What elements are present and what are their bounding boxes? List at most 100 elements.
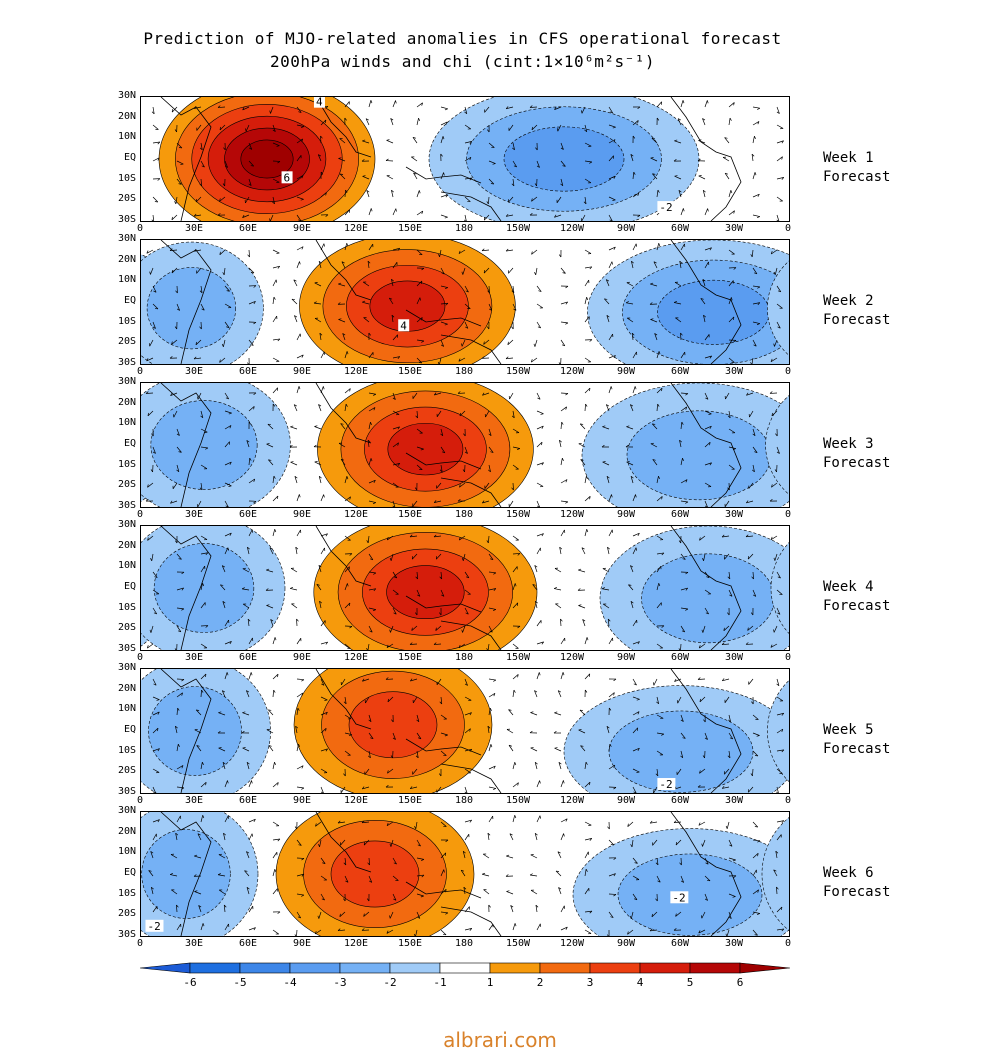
wind-vector [387,140,393,143]
wind-vector [273,762,274,769]
colorbar-label: 4 [625,976,655,989]
longitude-label: 90E [282,509,322,520]
contour-label: 6 [284,171,291,184]
longitude-label: 90E [282,223,322,234]
wind-vector [489,816,493,822]
wind-vector [153,215,154,221]
wind-vector-head [315,282,318,283]
wind-vector [387,176,393,179]
wind-vector-head [275,637,276,640]
wind-vector-head [445,109,448,110]
wind-vector [561,906,564,912]
latitude-label: 30N [102,233,136,244]
latitude-label: 10S [102,316,136,327]
contour-level--2 [148,686,241,775]
colorbar-label: 3 [575,976,605,989]
latitude-label: 30N [102,662,136,673]
wind-vector [777,125,783,128]
week-title: Week 1 [823,149,890,168]
latitude-label: EQ [102,295,136,306]
wind-vector [273,297,274,304]
wind-vector [441,107,448,109]
wind-vector-head [554,587,557,588]
longitude-label: 180 [444,509,484,520]
wind-vector-head [387,140,390,141]
wind-vector [530,713,537,715]
colorbar-label: -6 [175,976,205,989]
week-title: Week 3 [823,435,890,454]
longitude-label: 30W [714,795,754,806]
wind-vector [273,930,279,934]
wind-vector [291,604,297,608]
contour-label: -2 [672,891,685,904]
wind-vector [609,386,611,393]
wind-vector [531,748,537,751]
wind-vector [273,529,275,536]
wind-vector [727,822,729,829]
latitude-label: EQ [102,724,136,735]
wind-vector-head [371,100,372,103]
longitude-label: 180 [444,938,484,949]
contour-level--2 [142,829,231,918]
wind-vector [753,107,760,108]
wind-vector-head [493,788,496,789]
wind-vector [537,548,540,554]
wind-vector-head [755,172,756,175]
wind-vector [749,679,753,684]
latitude-label: 10S [102,745,136,756]
latitude-label: 20N [102,397,136,408]
wind-vector-head [707,100,708,103]
wind-vector [537,304,543,308]
longitude-label: 60E [228,652,268,663]
wind-vector [699,176,705,179]
latitude-label: 20N [102,683,136,694]
wind-vector [291,568,297,572]
plot-title-line1: Prediction of MJO-related anomalies in C… [0,29,925,48]
longitude-label: 60W [660,795,700,806]
wind-vector [292,299,297,304]
wind-vector-head [274,762,275,765]
wind-vector [561,530,564,536]
wind-vector-head [514,690,515,693]
wind-vector [555,748,561,751]
wind-vector [585,476,586,483]
wind-vector-head [274,690,276,693]
wind-vector-head [587,529,588,532]
longitude-label: 0 [768,366,808,377]
wind-vector-head [587,297,588,300]
longitude-label: 60E [228,795,268,806]
wind-vector-head [315,461,318,462]
wind-vector [561,780,563,787]
week-panel-6: -2 -2 [140,811,790,937]
week-panel-2: 4 [140,239,790,365]
longitude-label: 30W [714,509,754,520]
wind-vector [153,125,158,129]
wind-vector [537,620,541,626]
contour-label: 4 [316,97,323,109]
wind-vector [489,744,491,751]
wind-vector-head [562,458,563,461]
longitude-label: 120E [336,223,376,234]
latitude-label: EQ [102,152,136,163]
wind-vector [723,157,729,161]
latitude-label: 20S [102,193,136,204]
wind-vector-head [314,426,317,427]
wind-vector [393,209,396,215]
colorbar-swatch [490,963,540,973]
wind-vector [273,316,277,322]
longitude-label: 30E [174,509,214,520]
wind-vector-head [726,826,727,829]
contour-label: -2 [147,920,160,933]
wind-vector-head [290,426,293,427]
wind-vector [273,388,278,393]
longitude-label: 60W [660,223,700,234]
longitude-label: 120E [336,652,376,663]
colorbar-label: -5 [225,976,255,989]
wind-vector-head [299,261,300,264]
wind-vector [585,358,591,362]
wind-vector [273,496,278,501]
latitude-label: 10N [102,846,136,857]
wind-vector [753,172,755,179]
wind-vector [633,244,636,250]
